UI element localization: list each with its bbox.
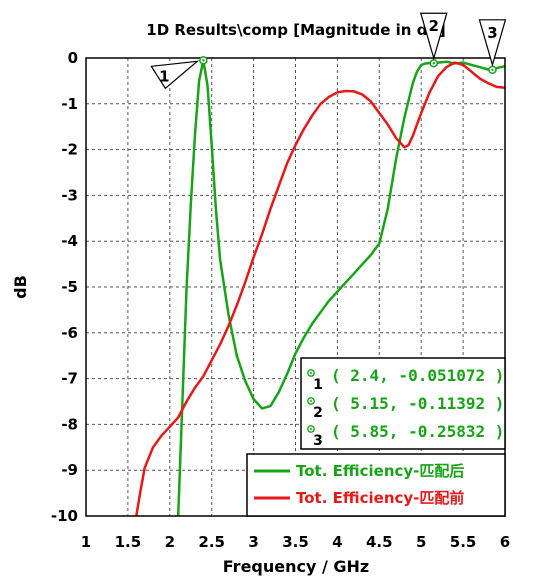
y-tick-label: -4 bbox=[61, 232, 78, 250]
y-tick-label: -7 bbox=[61, 370, 78, 388]
y-tick-label: -1 bbox=[61, 95, 78, 113]
y-axis-ticks: 0 -1 -2 -3 -4 -5 -6 -7 -8 -9 -10 bbox=[51, 49, 78, 525]
marker-points: 1 2 3 bbox=[150, 12, 507, 90]
x-tick-label: 5.5 bbox=[450, 533, 477, 551]
y-tick-label: -6 bbox=[61, 324, 78, 342]
readout-marker-number: 2 bbox=[313, 405, 323, 421]
marker-readout-text: ( 2.4, -0.051072 ) bbox=[331, 366, 504, 385]
legend-label-1: Tot. Efficiency-匹配后 bbox=[296, 462, 464, 480]
readout-marker-icon-dot bbox=[310, 372, 312, 374]
marker-flag-number: 2 bbox=[429, 17, 439, 35]
y-tick-label: -10 bbox=[51, 507, 78, 525]
x-tick-label: 2 bbox=[165, 533, 175, 551]
legend-label-2: Tot. Efficiency-匹配前 bbox=[296, 489, 464, 507]
y-axis-title: dB bbox=[11, 275, 30, 299]
y-tick-label: -2 bbox=[61, 141, 78, 159]
marker-readout-text: ( 5.85, -0.25832 ) bbox=[331, 422, 504, 441]
x-tick-label: 6 bbox=[500, 533, 510, 551]
x-tick-label: 5 bbox=[416, 533, 426, 551]
x-axis-title: Frequency / GHz bbox=[223, 557, 369, 576]
y-tick-label: -5 bbox=[61, 278, 78, 296]
marker-flag-1 bbox=[150, 60, 200, 90]
y-tick-label: -3 bbox=[61, 186, 78, 204]
x-tick-label: 3 bbox=[248, 533, 258, 551]
marker-point-dot bbox=[432, 62, 435, 65]
marker-flag-number: 1 bbox=[159, 67, 169, 85]
series-line-2 bbox=[135, 61, 506, 517]
y-tick-label: 0 bbox=[68, 49, 78, 67]
series-lines bbox=[135, 59, 506, 517]
x-tick-label: 3.5 bbox=[282, 533, 309, 551]
readout-marker-number: 1 bbox=[313, 377, 323, 393]
x-tick-label: 2.5 bbox=[198, 533, 225, 551]
marker-flag-2 bbox=[419, 12, 448, 61]
marker-flag-3 bbox=[478, 19, 507, 67]
chart-title: 1D Results\comp [Magnitude in dB] bbox=[146, 21, 445, 39]
readout-marker-icon-dot bbox=[310, 428, 312, 430]
marker-flag-number: 3 bbox=[487, 24, 497, 42]
legend: Tot. Efficiency-匹配后 Tot. Efficiency-匹配前 bbox=[246, 453, 506, 517]
marker-point-dot bbox=[202, 59, 205, 62]
marker-point-dot bbox=[491, 68, 494, 72]
readout-marker-icon-dot bbox=[310, 400, 312, 402]
x-tick-label: 1.5 bbox=[115, 533, 142, 551]
x-tick-label: 1 bbox=[81, 533, 91, 551]
x-tick-label: 4.5 bbox=[366, 533, 393, 551]
marker-readout-text: ( 5.15, -0.11392 ) bbox=[331, 394, 504, 413]
readout-marker-number: 3 bbox=[313, 433, 323, 449]
x-tick-label: 4 bbox=[332, 533, 342, 551]
y-tick-label: -8 bbox=[61, 415, 78, 433]
marker-readout-box: 1 ( 2.4, -0.051072 ) 2 ( 5.15, -0.11392 ) 3 (… bbox=[300, 357, 506, 450]
series-line-1 bbox=[176, 59, 506, 517]
y-tick-label: -9 bbox=[61, 461, 78, 479]
x-axis-ticks: 1 1.5 2 2.5 3 3.5 4 4.5 5 5.5 6 bbox=[81, 533, 510, 551]
